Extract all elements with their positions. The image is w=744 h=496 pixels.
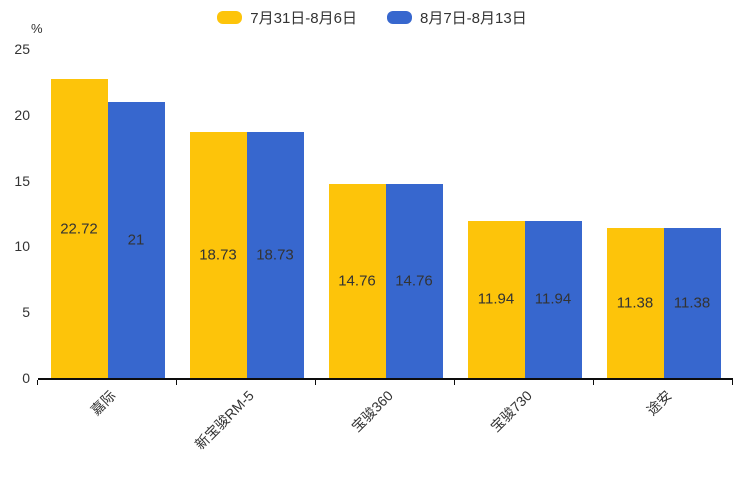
bar-series1-cat0[interactable]: 21 bbox=[107, 101, 165, 378]
bar-value-label: 14.76 bbox=[338, 272, 376, 290]
y-tick-label: 10 bbox=[14, 238, 30, 255]
legend-item-0[interactable]: 7月31日-8月6日 bbox=[217, 7, 357, 28]
bar-value-label: 21 bbox=[127, 231, 145, 249]
x-category-label: 宝骏730 bbox=[487, 387, 536, 435]
legend: 7月31日-8月6日 8月7日-8月13日 bbox=[0, 7, 744, 28]
legend-swatch-icon bbox=[217, 11, 243, 24]
bar-value-label: 18.73 bbox=[256, 246, 294, 264]
legend-swatch-icon bbox=[387, 11, 412, 24]
bar-series0-cat2[interactable]: 14.76 bbox=[328, 183, 386, 378]
x-axis-tick-mark bbox=[732, 380, 733, 385]
bar-group-0: 22.72 21 嘉际 bbox=[38, 49, 177, 418]
y-tick-label: 15 bbox=[14, 172, 30, 189]
legend-item-1[interactable]: 8月7日-8月13日 bbox=[387, 7, 527, 28]
bar-series0-cat3[interactable]: 11.94 bbox=[467, 220, 525, 378]
y-tick-label: 20 bbox=[14, 106, 30, 123]
x-category-label: 宝骏360 bbox=[348, 387, 397, 435]
bar-series0-cat1[interactable]: 18.73 bbox=[189, 131, 247, 378]
bar-value-label: 18.73 bbox=[199, 246, 237, 264]
bar-series1-cat3[interactable]: 11.94 bbox=[524, 220, 582, 378]
bar-value-label: 22.72 bbox=[60, 220, 98, 237]
bar-group-4: 11.38 11.38 途安 bbox=[594, 49, 733, 418]
bar-series1-cat2[interactable]: 14.76 bbox=[385, 183, 443, 378]
x-axis-tick-mark bbox=[37, 380, 38, 385]
bar-series1-cat4[interactable]: 11.38 bbox=[663, 228, 721, 378]
x-category-label: 新宝骏RM-5 bbox=[191, 387, 258, 453]
bar-value-label: 11.38 bbox=[673, 294, 711, 312]
x-axis-tick-mark bbox=[315, 380, 316, 385]
legend-item-label: 7月31日-8月6日 bbox=[250, 10, 357, 27]
bar-group-3: 11.94 11.94 宝骏730 bbox=[455, 49, 594, 435]
y-axis: 0 5 10 15 20 25 bbox=[0, 42, 30, 385]
bar-value-label: 14.76 bbox=[395, 272, 433, 290]
legend-item-label: 8月7日-8月13日 bbox=[420, 10, 527, 27]
x-axis-tick-mark bbox=[593, 380, 594, 385]
y-tick-label: 25 bbox=[14, 41, 30, 57]
y-axis-unit-label: % bbox=[31, 21, 43, 36]
x-axis-tick-mark bbox=[176, 380, 177, 385]
bar-group-1: 18.73 18.73 新宝骏RM-5 bbox=[177, 49, 316, 453]
bar-groups: 22.72 21 嘉际 18.73 18.73 新宝骏RM-5 14.76 14.76 宝骏36… bbox=[38, 49, 733, 453]
bar-value-label: 11.94 bbox=[534, 290, 572, 308]
bar-value-label: 11.38 bbox=[616, 294, 654, 312]
x-category-label: 嘉际 bbox=[86, 387, 119, 419]
bar-value-label: 11.94 bbox=[477, 290, 515, 308]
y-tick-label: 5 bbox=[22, 304, 30, 321]
y-tick-label: 0 bbox=[22, 370, 30, 386]
bar-series1-cat1[interactable]: 18.73 bbox=[246, 131, 304, 378]
plot-area: 22.72 21 嘉际 18.73 18.73 新宝骏RM-5 14.76 14.76 宝骏36… bbox=[37, 49, 733, 453]
bar-series0-cat0[interactable]: 22.72 bbox=[50, 79, 108, 378]
x-category-label: 途安 bbox=[642, 387, 675, 419]
bar-group-2: 14.76 14.76 宝骏360 bbox=[316, 49, 455, 435]
bar-series0-cat4[interactable]: 11.38 bbox=[606, 228, 664, 378]
x-axis-tick-mark bbox=[454, 380, 455, 385]
